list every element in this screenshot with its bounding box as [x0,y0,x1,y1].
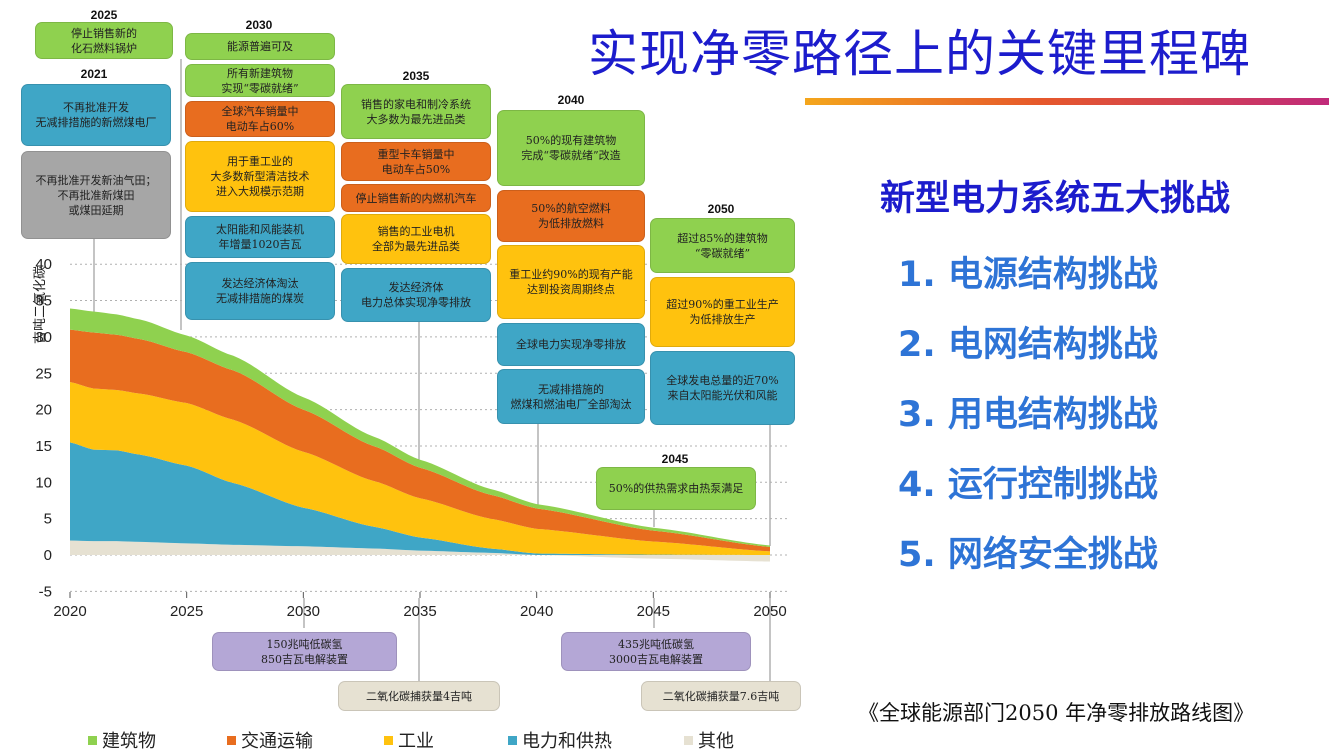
milestone-box-3-3: 销售的工业电机 全部为最先进品类 [341,214,491,264]
y-axis-label: 吉吨二氧化碳 [33,266,48,344]
legend-swatch [227,735,236,745]
x-tick-label: 2030 [287,603,320,620]
milestone-box-3-1: 重型卡车销量中 电动车占50% [341,142,491,181]
title-underline-bar [805,98,1329,105]
legend-swatch [88,735,97,745]
legend-item-buildings: 建筑物 [88,727,156,753]
challenge-item-4: 4. 运行控制挑战 [898,465,1158,505]
area-buildings [70,308,770,548]
x-tick-label: 2025 [170,603,203,620]
milestone-box-4-0: 50%的现有建筑物 完成“零碳就绪”改造 [497,110,645,186]
milestone-box-2-1: 所有新建筑物 实现“零碳就绪” [185,64,335,97]
source-citation: 《全球能源部门2050 年净零排放路线图》 [858,701,1255,725]
y-tick-label: 5 [44,511,52,528]
area-transport [70,329,770,552]
challenge-item-5: 5. 网络安全挑战 [898,535,1158,575]
x-tick-label: 2050 [753,603,786,620]
legend-item-transport: 交通运输 [227,727,313,753]
x-tick-label: 2035 [403,603,436,620]
milestone-box-3-4: 发达经济体 电力总体实现净零排放 [341,268,491,322]
y-tick-label: 25 [35,365,52,382]
milestone-year-label: 2045 [661,452,689,466]
milestone-year-label: 2050 [707,202,735,216]
area-other [70,540,770,562]
challenges-heading: 新型电力系统五大挑战 [880,179,1231,219]
milestone-box-3-2: 停止销售新的内燃机汽车 [341,184,491,212]
y-tick-label: 40 [35,256,52,273]
milestone-box-0-0: 停止销售新的 化石燃料锅炉 [35,22,173,59]
milestone-box-1-0: 不再批准开发 无减排措施的新燃煤电厂 [21,84,171,146]
y-tick-label: 20 [35,402,52,419]
milestone-box-3-0: 销售的家电和制冷系统 大多数为最先进品类 [341,84,491,139]
y-tick-label: -5 [39,583,52,600]
legend-swatch [684,735,693,745]
area-industry [70,381,770,555]
milestone-box-2-0: 能源普遍可及 [185,33,335,60]
area-power [70,442,770,555]
milestone-box-10-0: 二氧化碳捕获量7.6吉吨 [641,681,801,711]
milestone-year-label: 2021 [80,67,108,81]
x-tick-label: 2020 [53,603,86,620]
milestone-year-label: 2030 [245,18,273,32]
legend-item-power: 电力和供热 [508,727,612,753]
y-tick-label: 0 [44,547,52,564]
y-tick-label: 35 [35,293,52,310]
legend-item-other: 其他 [684,727,734,753]
milestone-box-1-1: 不再批准开发新油气田； 不再批准新煤田 或煤田延期 [21,151,171,239]
milestone-box-5-2: 全球发电总量的近70% 来自太阳能光伏和风能 [650,351,795,425]
x-tick-label: 2045 [637,603,670,620]
x-tick-label: 2040 [520,603,553,620]
y-tick-label: 15 [35,438,52,455]
challenge-item-3: 3. 用电结构挑战 [898,395,1158,435]
y-tick-label: 30 [35,329,52,346]
milestone-box-4-2: 重工业约90%的现有产能 达到投资周期终点 [497,245,645,319]
challenge-item-1: 1. 电源结构挑战 [898,255,1158,295]
legend-swatch [384,735,393,745]
milestone-box-4-3: 全球电力实现净零排放 [497,323,645,366]
legend-swatch [508,735,517,745]
milestone-box-4-4: 无减排措施的 燃煤和燃油电厂全部淘汰 [497,369,645,424]
y-tick-label: 10 [35,474,52,491]
milestone-box-5-0: 超过85%的建筑物 “零碳就绪” [650,218,795,273]
milestone-box-2-5: 发达经济体淘汰 无减排措施的煤炭 [185,262,335,320]
milestone-year-label: 2025 [90,8,118,22]
milestone-connector-lines [93,59,771,681]
milestone-box-5-1: 超过90%的重工业生产 为低排放生产 [650,277,795,347]
legend-item-industry: 工业 [384,727,434,753]
page-title: 实现净零路径上的关键里程碑 [588,25,1251,83]
chart-areas [70,308,770,562]
milestone-box-2-4: 太阳能和风能装机 年增量1020吉瓦 [185,216,335,258]
milestone-year-label: 2040 [557,93,585,107]
milestone-box-6-0: 50%的供热需求由热泵满足 [596,467,756,510]
milestone-box-2-3: 用于重工业的 大多数新型清洁技术 进入大规模示范期 [185,141,335,212]
milestone-box-7-0: 150兆吨低碳氢 850吉瓦电解装置 [212,632,397,671]
milestone-year-label: 2035 [402,69,430,83]
milestone-box-9-0: 435兆吨低碳氢 3000吉瓦电解装置 [561,632,751,671]
challenge-item-2: 2. 电网结构挑战 [898,325,1158,365]
milestone-box-2-2: 全球汽车销量中 电动车占60% [185,101,335,137]
milestone-box-4-1: 50%的航空燃料 为低排放燃料 [497,190,645,242]
milestone-box-8-0: 二氧化碳捕获量4吉吨 [338,681,500,711]
